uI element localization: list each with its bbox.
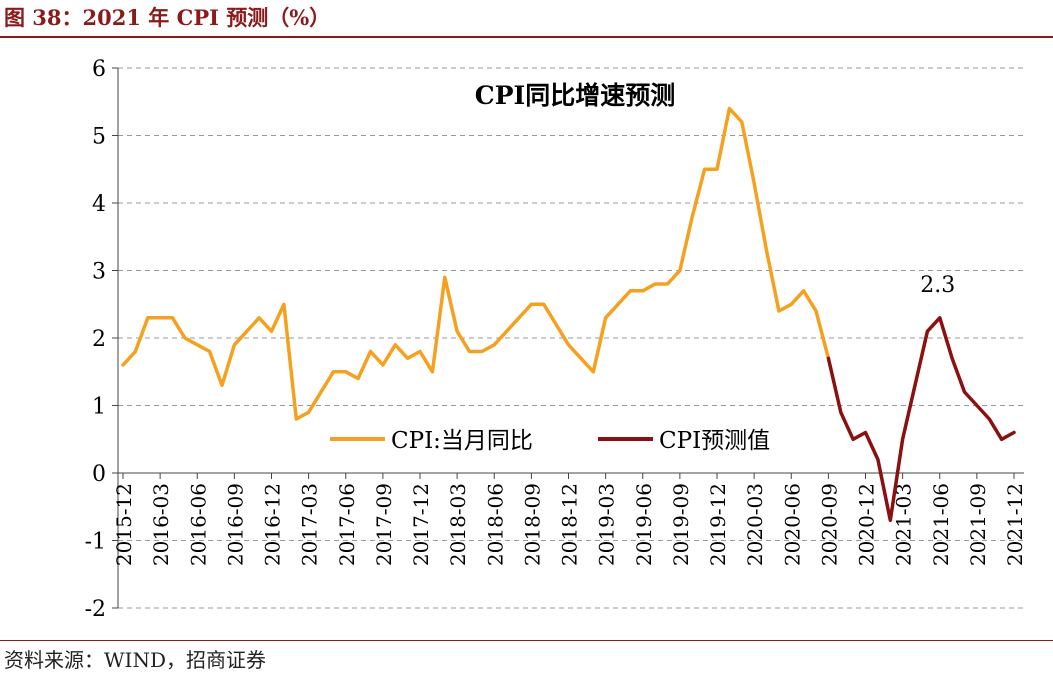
x-tick-label: 2021-06 xyxy=(929,483,953,566)
figure-title: 图 38：2021 年 CPI 预测（%） xyxy=(4,5,331,30)
x-tick-label: 2019-06 xyxy=(632,483,656,566)
source-note: 资料来源：WIND，招商证券 xyxy=(4,648,266,672)
legend-label-forecast: CPI预测值 xyxy=(659,428,770,454)
x-tick-label: 2021-09 xyxy=(966,483,990,566)
series-layer xyxy=(121,106,1016,523)
chart-title: CPI同比增速预测 xyxy=(475,81,675,110)
x-tick-label: 2020-06 xyxy=(780,483,804,566)
gridlines xyxy=(118,67,1024,609)
y-tick-label: 3 xyxy=(92,260,106,285)
y-tick-label: -1 xyxy=(85,530,106,555)
y-tick-label: -2 xyxy=(85,597,106,622)
axes: -2 -1 0 1 2 3 4 5 6 2015-12 2016-03 2016-06 2016-09 2… xyxy=(85,57,1027,622)
x-tick-label: 2020-03 xyxy=(743,483,767,566)
x-tick-label: 2017-12 xyxy=(409,483,433,566)
x-tick-label: 2017-09 xyxy=(372,483,396,566)
x-tick-label: 2017-06 xyxy=(335,483,359,566)
x-tick-label: 2020-12 xyxy=(855,483,879,566)
peak-annotation: 2.3 xyxy=(920,273,955,298)
x-tick-label: 2016-06 xyxy=(186,483,210,566)
x-tick-label: 2018-12 xyxy=(558,483,582,566)
y-tick-label: 6 xyxy=(92,57,106,82)
legend: CPI:当月同比 CPI预测值 xyxy=(330,428,770,454)
x-tick-label: 2016-09 xyxy=(223,483,247,566)
x-tick-label: 2018-03 xyxy=(446,483,470,566)
y-tick-label: 2 xyxy=(92,327,106,352)
x-tick-label: 2019-03 xyxy=(595,483,619,566)
header-divider xyxy=(0,36,1053,38)
x-tick-label: 2016-03 xyxy=(149,483,173,566)
y-tick-label: 5 xyxy=(92,125,106,150)
x-tick-label: 2020-09 xyxy=(817,483,841,566)
x-tick-label: 2021-12 xyxy=(1003,483,1027,566)
x-tick-label: 2015-12 xyxy=(112,483,136,566)
series-forecast-line xyxy=(826,316,1016,523)
legend-label-actual: CPI:当月同比 xyxy=(391,428,533,454)
x-tick-label: 2016-12 xyxy=(261,483,285,566)
x-tick-label: 2017-03 xyxy=(298,483,322,566)
x-tick-label: 2019-09 xyxy=(669,483,693,566)
x-tick-label: 2018-09 xyxy=(520,483,544,566)
y-tick-label: 4 xyxy=(92,192,106,217)
x-tick-label: 2019-12 xyxy=(706,483,730,566)
x-tick-label: 2018-06 xyxy=(483,483,507,566)
y-tick-label: 0 xyxy=(92,462,106,487)
cpi-line-chart: -2 -1 0 1 2 3 4 5 6 2015-12 2016-03 2016-06 2016-09 2… xyxy=(85,57,1027,622)
series-actual-line xyxy=(121,106,831,421)
footer-divider xyxy=(0,640,1053,641)
y-tick-label: 1 xyxy=(92,395,106,420)
